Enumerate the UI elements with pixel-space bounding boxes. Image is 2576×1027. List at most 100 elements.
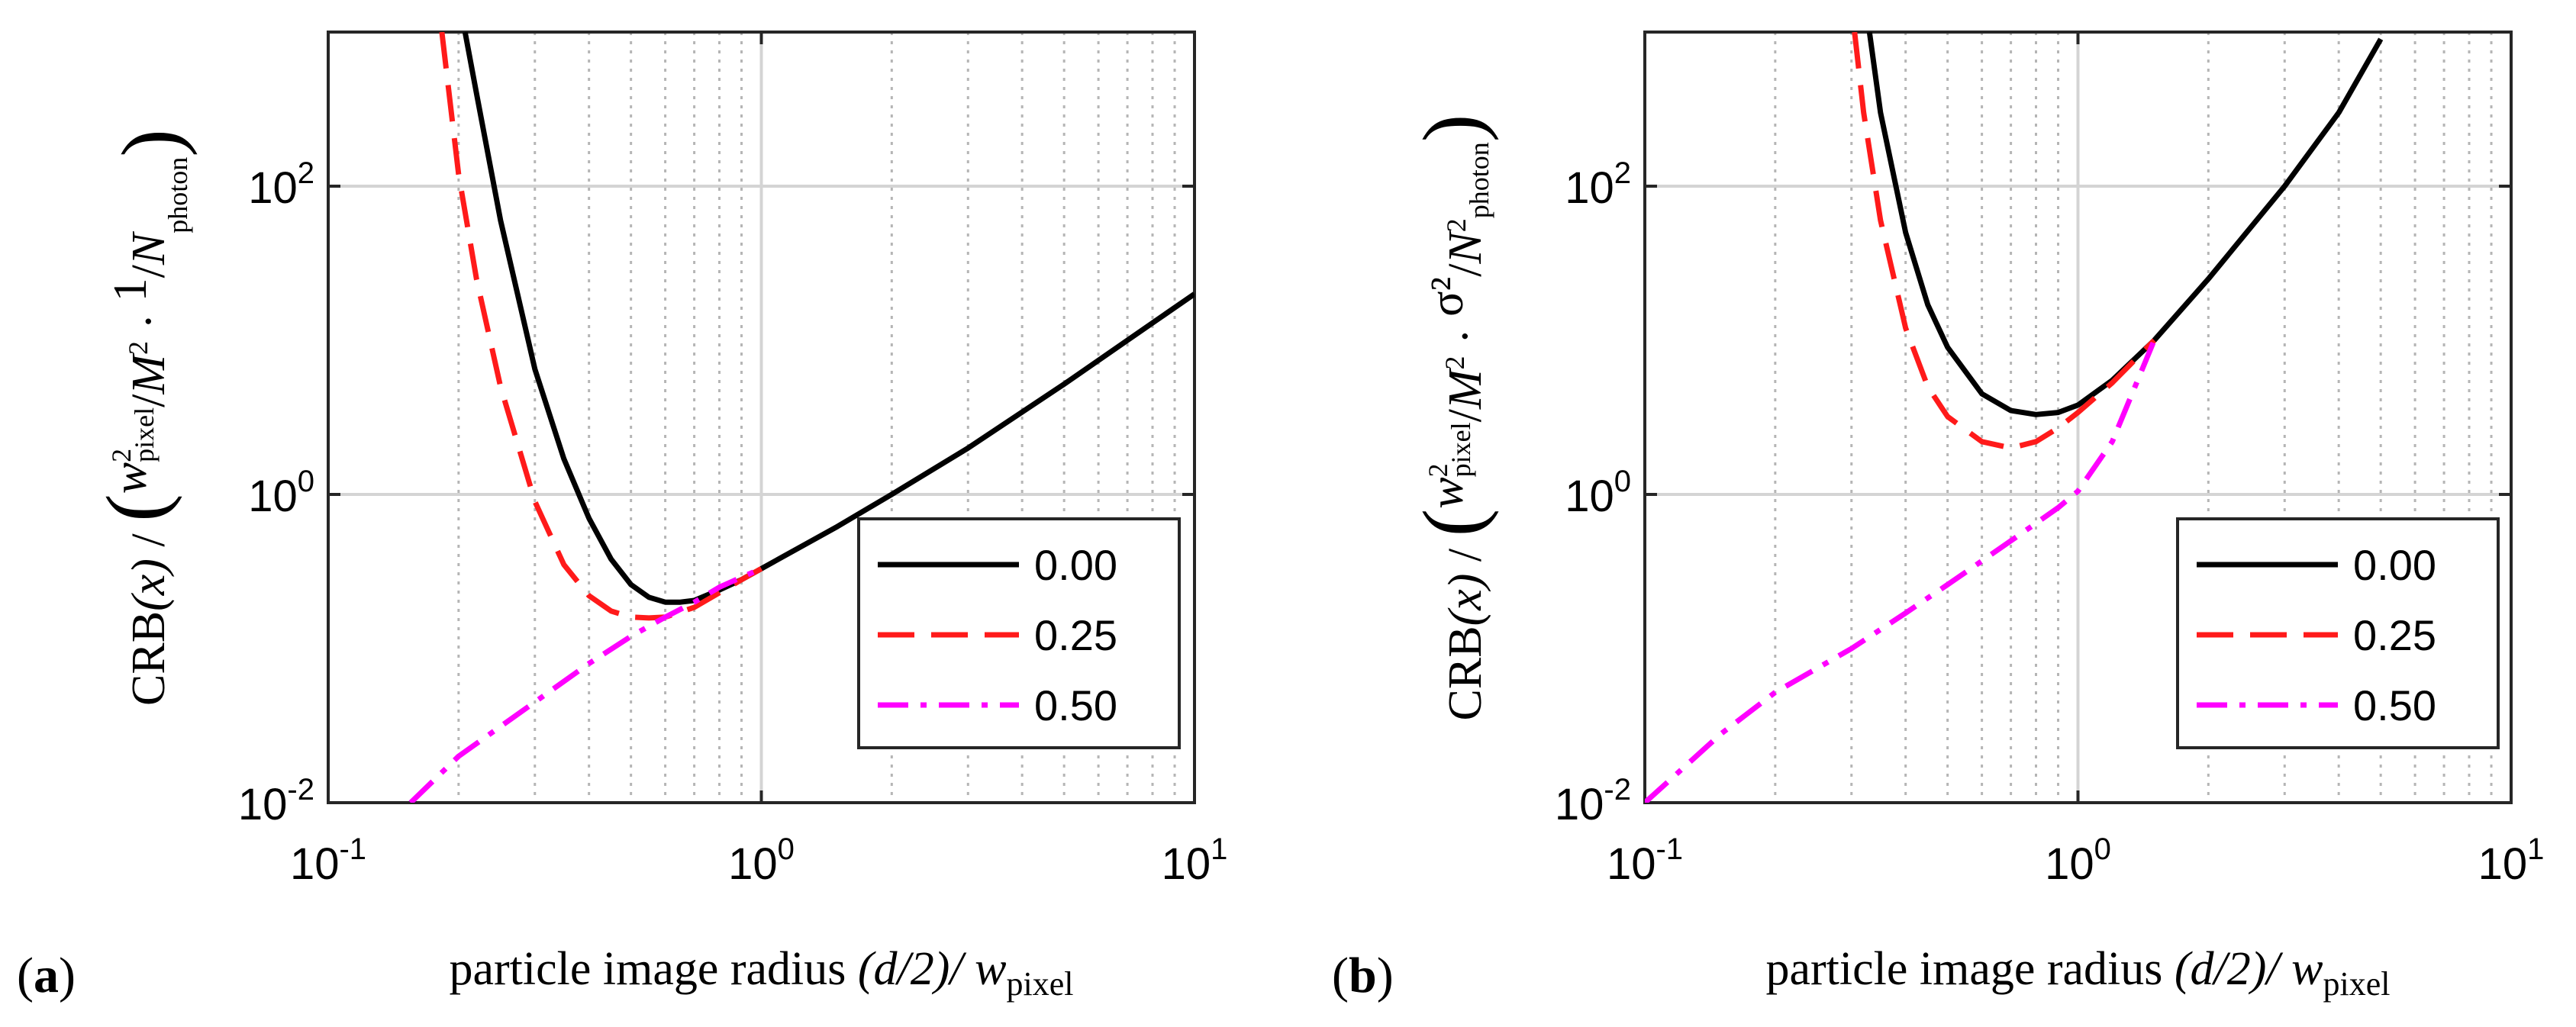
y-label-arg: (x) bbox=[1440, 574, 1491, 626]
y-tick-exp: 0 bbox=[1614, 465, 1631, 498]
y-label-paren-open: ( bbox=[89, 494, 182, 522]
x-label-text: particle image radius bbox=[1766, 943, 2175, 995]
y-label-text: CRB(x) / (w2pixel/M2 · 1/Nphoton) bbox=[89, 129, 198, 706]
panel-label-close: ) bbox=[1377, 948, 1394, 1003]
x-tick-exp: 0 bbox=[778, 832, 795, 866]
legend-label: 0.00 bbox=[1034, 541, 1117, 589]
panel-b: 10-1 100 10110-21001020.000.250.50particle… bbox=[1332, 31, 2545, 1003]
y-label-frac-bar: / bbox=[1440, 408, 1491, 422]
y-label-paren-close: ) bbox=[105, 129, 198, 157]
y-label-right-den-sup: 2 bbox=[1441, 218, 1472, 232]
y-tick-base: 10 bbox=[1565, 472, 1614, 521]
y-tick-label: 102 bbox=[1565, 156, 1631, 213]
y-tick-label: 10-2 bbox=[1555, 773, 1631, 829]
x-label-expr: (d/2)/ bbox=[858, 943, 975, 995]
y-label-num-sub: pixel bbox=[129, 407, 160, 462]
x-tick-base: 10 bbox=[2045, 839, 2094, 889]
y-label-num-sub: pixel bbox=[1446, 422, 1476, 477]
y-label-slash: / bbox=[1440, 536, 1491, 573]
x-tick-base: 10 bbox=[1162, 839, 1211, 889]
y-label-text: CRB(x) / (w2pixel/M2 · σ²/N2photon) bbox=[1406, 114, 1499, 721]
x-label-text: particle image radius bbox=[450, 943, 858, 995]
panel-a: 10-1 100 10110-21001020.000.250.50particle… bbox=[17, 31, 1228, 1003]
y-tick-exp: -2 bbox=[1604, 773, 1631, 806]
y-label-arg: (x) bbox=[123, 559, 175, 611]
legend-label: 0.25 bbox=[2353, 611, 2436, 659]
y-axis-label: CRB(x) / (w2pixel/M2 · σ²/N2photon) bbox=[1406, 114, 1499, 721]
y-tick-exp: 0 bbox=[298, 465, 314, 498]
y-label-frac-bar-2: / bbox=[1440, 263, 1491, 277]
panel-label-open: ( bbox=[1332, 948, 1349, 1003]
panel-label: (a) bbox=[17, 948, 76, 1003]
y-label-frac-bar: / bbox=[123, 394, 175, 407]
x-tick-exp: -1 bbox=[1656, 832, 1683, 866]
y-label-crb: CRB bbox=[1440, 626, 1491, 720]
x-label-symbol: w bbox=[975, 943, 1006, 995]
x-tick-exp: 1 bbox=[2527, 832, 2544, 866]
y-tick-label: 102 bbox=[248, 156, 314, 213]
y-label-right-den-symbol: N bbox=[1440, 230, 1491, 265]
series-group bbox=[1645, 32, 2384, 803]
x-label-expr: (d/2)/ bbox=[2175, 943, 2291, 995]
series-line-0.25 bbox=[1852, 32, 2156, 451]
x-tick-exp: -1 bbox=[339, 832, 366, 866]
y-tick-exp: 2 bbox=[298, 156, 314, 190]
x-axis-label: particle image radius (d/2)/ wpixel bbox=[1766, 943, 2391, 1003]
series-line-0.25 bbox=[439, 32, 763, 621]
x-tick-base: 10 bbox=[2478, 839, 2528, 889]
y-label-den-symbol: M bbox=[1440, 367, 1491, 410]
series-line-0.50 bbox=[1645, 339, 2157, 803]
y-label-den-sup: 2 bbox=[123, 341, 153, 355]
y-label-den-symbol: M bbox=[123, 353, 175, 395]
y-label-paren-open: ( bbox=[1406, 509, 1499, 537]
y-label-num-symbol: w bbox=[1421, 477, 1473, 508]
y-label-dot: · bbox=[123, 301, 175, 341]
y-tick-base: 10 bbox=[248, 163, 298, 213]
y-tick-exp: -2 bbox=[287, 773, 314, 806]
x-tick-base: 10 bbox=[290, 839, 340, 889]
panel-label-letter: a bbox=[34, 948, 59, 1003]
y-tick-label: 100 bbox=[1565, 465, 1631, 521]
y-label-num-sup: 2 bbox=[106, 449, 137, 462]
x-tick-label: 100 bbox=[2045, 832, 2111, 889]
x-tick-exp: 1 bbox=[1211, 832, 1227, 866]
series-group bbox=[408, 32, 1195, 803]
panel-label-open: ( bbox=[17, 948, 34, 1003]
y-tick-exp: 2 bbox=[1614, 156, 1631, 190]
legend-label: 0.50 bbox=[1034, 681, 1117, 729]
y-tick-base: 10 bbox=[238, 780, 288, 829]
y-axis-label: CRB(x) / (w2pixel/M2 · 1/Nphoton) bbox=[89, 129, 198, 706]
x-label-subscript: pixel bbox=[1007, 965, 1074, 1003]
x-tick-label: 101 bbox=[1162, 832, 1228, 889]
y-label-right-den-sub: photon bbox=[1464, 142, 1494, 218]
legend: 0.00 0.25 0.50 bbox=[857, 517, 1181, 749]
x-tick-exp: 0 bbox=[2094, 832, 2111, 866]
y-label-right-num: σ² bbox=[1421, 277, 1473, 317]
x-tick-label: 100 bbox=[728, 832, 795, 889]
y-label-right-num: 1 bbox=[105, 278, 156, 301]
y-label-crb: CRB bbox=[123, 611, 175, 706]
y-label-dot: · bbox=[1440, 317, 1491, 356]
y-tick-base: 10 bbox=[1555, 780, 1604, 829]
y-label-num-symbol: w bbox=[105, 462, 156, 494]
panel-label-letter: b bbox=[1349, 948, 1377, 1003]
y-label-num-sup: 2 bbox=[1423, 463, 1453, 477]
x-tick-base: 10 bbox=[728, 839, 778, 889]
x-tick-label: 10-1 bbox=[1607, 832, 1683, 889]
x-tick-label: 101 bbox=[2478, 832, 2545, 889]
x-label-symbol: w bbox=[2291, 943, 2323, 995]
y-label-right-den-sub: photon bbox=[163, 157, 193, 233]
y-tick-label: 100 bbox=[248, 465, 314, 521]
y-tick-label: 10-2 bbox=[238, 773, 314, 829]
legend: 0.00 0.25 0.50 bbox=[2176, 517, 2500, 749]
legend-label: 0.25 bbox=[1034, 611, 1117, 659]
series-line-0.50 bbox=[408, 566, 762, 803]
y-label-slash: / bbox=[123, 522, 175, 559]
series-line-0.00 bbox=[1866, 32, 2384, 417]
x-tick-base: 10 bbox=[1607, 839, 1656, 889]
legend-label: 0.50 bbox=[2353, 681, 2436, 729]
legend-label: 0.00 bbox=[2353, 541, 2436, 589]
y-label-paren-close: ) bbox=[1406, 114, 1499, 143]
panel-label-close: ) bbox=[59, 948, 76, 1003]
